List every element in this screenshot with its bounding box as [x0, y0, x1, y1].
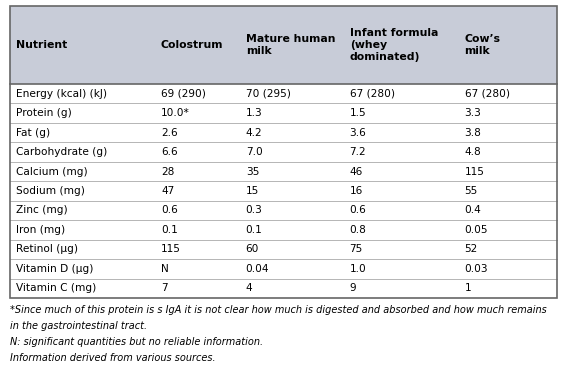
- Text: 0.1: 0.1: [161, 225, 177, 235]
- Text: 15: 15: [246, 186, 259, 196]
- Text: Nutrient: Nutrient: [16, 40, 67, 50]
- Text: 4.8: 4.8: [464, 147, 481, 157]
- Text: 52: 52: [464, 244, 478, 254]
- Text: Colostrum: Colostrum: [161, 40, 223, 50]
- Text: 0.6: 0.6: [350, 205, 366, 215]
- Text: 9: 9: [350, 283, 356, 293]
- Text: 1: 1: [464, 283, 471, 293]
- Text: Calcium (mg): Calcium (mg): [16, 167, 88, 177]
- Text: 0.1: 0.1: [246, 225, 263, 235]
- Text: 0.8: 0.8: [350, 225, 366, 235]
- Text: in the gastrointestinal tract.: in the gastrointestinal tract.: [10, 321, 147, 331]
- Text: Infant formula
(whey
dominated): Infant formula (whey dominated): [350, 27, 438, 62]
- Bar: [10, 6, 557, 298]
- Text: 1.5: 1.5: [350, 108, 366, 118]
- Text: 3.6: 3.6: [350, 127, 366, 138]
- Text: 4: 4: [246, 283, 252, 293]
- Text: Fat (g): Fat (g): [16, 127, 50, 138]
- Text: 55: 55: [464, 186, 478, 196]
- Text: 35: 35: [246, 167, 259, 177]
- Text: 75: 75: [350, 244, 363, 254]
- Text: 3.8: 3.8: [464, 127, 481, 138]
- Text: Carbohydrate (g): Carbohydrate (g): [16, 147, 107, 157]
- Text: 4.2: 4.2: [246, 127, 263, 138]
- Text: N: N: [161, 264, 169, 274]
- Text: 1.0: 1.0: [350, 264, 366, 274]
- Text: Retinol (μg): Retinol (μg): [16, 244, 78, 254]
- Text: Zinc (mg): Zinc (mg): [16, 205, 67, 215]
- Text: Iron (mg): Iron (mg): [16, 225, 65, 235]
- Text: 115: 115: [161, 244, 181, 254]
- Text: Vitamin C (mg): Vitamin C (mg): [16, 283, 96, 293]
- Text: 67 (280): 67 (280): [464, 89, 510, 99]
- Text: 0.4: 0.4: [464, 205, 481, 215]
- Text: Energy (kcal) (kJ): Energy (kcal) (kJ): [16, 89, 107, 99]
- Text: 7.2: 7.2: [350, 147, 366, 157]
- Text: 0.04: 0.04: [246, 264, 269, 274]
- Text: 16: 16: [350, 186, 363, 196]
- Text: N: significant quantities but no reliable information.: N: significant quantities but no reliabl…: [10, 337, 263, 347]
- Text: 0.6: 0.6: [161, 205, 177, 215]
- Text: 115: 115: [464, 167, 484, 177]
- Text: 10.0*: 10.0*: [161, 108, 190, 118]
- Text: Information derived from various sources.: Information derived from various sources…: [10, 353, 215, 363]
- Text: 0.3: 0.3: [246, 205, 263, 215]
- Text: 70 (295): 70 (295): [246, 89, 291, 99]
- Text: 2.6: 2.6: [161, 127, 177, 138]
- Text: 7.0: 7.0: [246, 147, 263, 157]
- Text: 47: 47: [161, 186, 174, 196]
- Text: Protein (g): Protein (g): [16, 108, 72, 118]
- Text: Vitamin D (μg): Vitamin D (μg): [16, 264, 94, 274]
- Text: Mature human
milk: Mature human milk: [246, 34, 335, 56]
- Text: 69 (290): 69 (290): [161, 89, 206, 99]
- Text: *Since much of this protein is s IgA it is not clear how much is digested and ab: *Since much of this protein is s IgA it …: [10, 305, 547, 315]
- Text: 0.03: 0.03: [464, 264, 488, 274]
- Text: 28: 28: [161, 167, 174, 177]
- Text: 0.05: 0.05: [464, 225, 488, 235]
- Text: Cow’s
milk: Cow’s milk: [464, 34, 501, 56]
- Text: 3.3: 3.3: [464, 108, 481, 118]
- Bar: [10, 6, 557, 84]
- Text: 7: 7: [161, 283, 168, 293]
- Text: 46: 46: [350, 167, 363, 177]
- Text: 67 (280): 67 (280): [350, 89, 395, 99]
- Text: Sodium (mg): Sodium (mg): [16, 186, 85, 196]
- Text: 1.3: 1.3: [246, 108, 263, 118]
- Text: 6.6: 6.6: [161, 147, 177, 157]
- Text: 60: 60: [246, 244, 259, 254]
